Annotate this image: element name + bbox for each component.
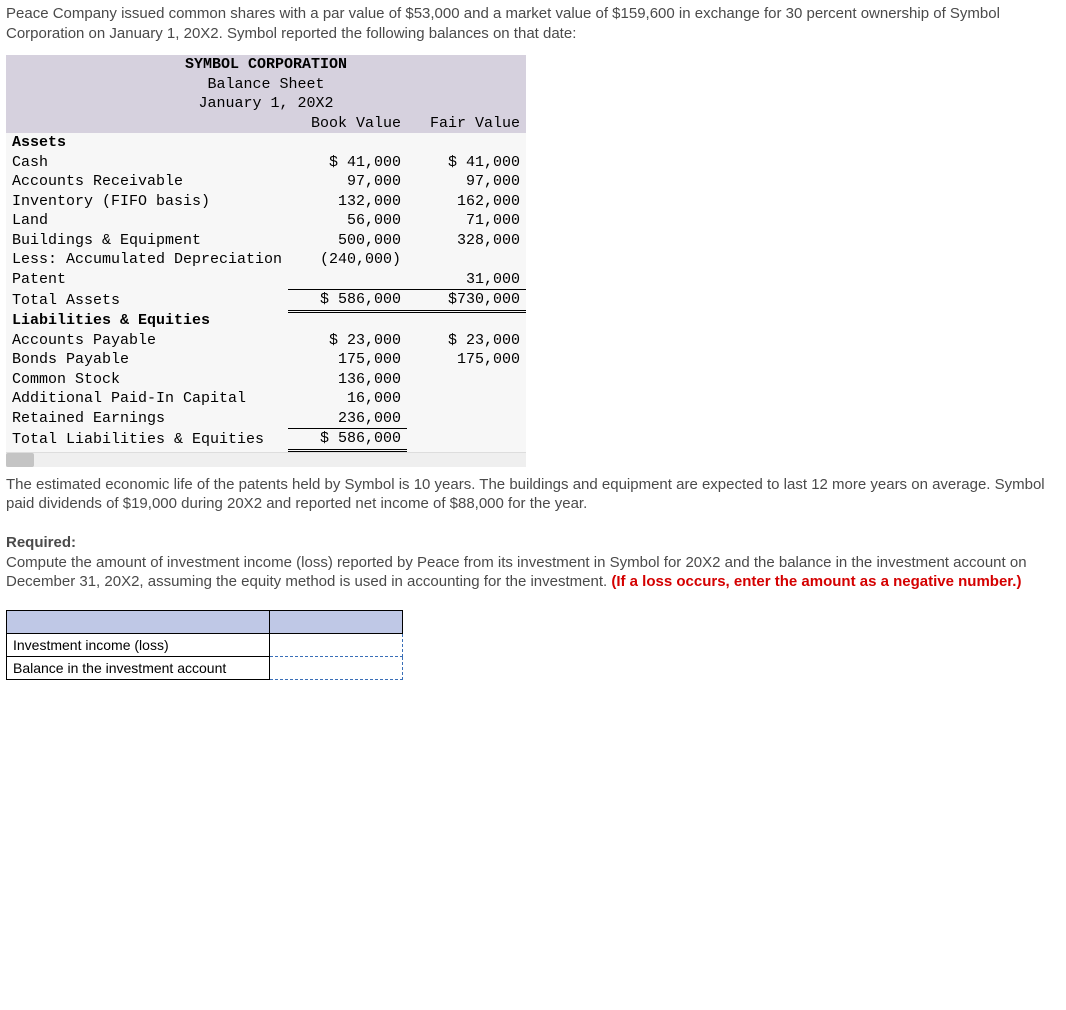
row-book: $ 41,000 <box>288 153 407 173</box>
apic-label: Additional Paid-In Capital <box>6 389 288 409</box>
required-red-note: (If a loss occurs, enter the amount as a… <box>611 573 1021 590</box>
required-section: Required: Compute the amount of investme… <box>6 533 1056 592</box>
row-book: $ 23,000 <box>288 331 407 351</box>
total-assets-fair: $730,000 <box>407 290 526 312</box>
total-le-label: Total Liabilities & Equities <box>6 429 288 451</box>
row-fair: $ 23,000 <box>407 331 526 351</box>
bs-title-1: SYMBOL CORPORATION <box>6 55 526 75</box>
col-header-book: Book Value <box>288 114 407 134</box>
answer-row-1-label: Investment income (loss) <box>7 633 270 656</box>
total-assets-book: $ 586,000 <box>288 290 407 312</box>
balance-sheet-table: SYMBOL CORPORATION Balance Sheet January… <box>6 55 526 452</box>
row-fair: 328,000 <box>407 231 526 251</box>
row-label: Common Stock <box>6 370 288 390</box>
patent-label: Patent <box>6 270 288 290</box>
row-book: 175,000 <box>288 350 407 370</box>
row-book: 56,000 <box>288 211 407 231</box>
row-label: Cash <box>6 153 288 173</box>
horizontal-scrollbar[interactable] <box>6 452 526 467</box>
intro-paragraph: Peace Company issued common shares with … <box>6 4 1056 43</box>
investment-income-input[interactable] <box>270 633 403 656</box>
bs-title-2: Balance Sheet <box>6 75 526 95</box>
accdep-label: Less: Accumulated Depreciation <box>6 250 288 270</box>
row-fair: 175,000 <box>407 350 526 370</box>
total-le-book: $ 586,000 <box>288 429 407 451</box>
patent-fair: 31,000 <box>407 270 526 290</box>
row-label: Buildings & Equipment <box>6 231 288 251</box>
scrollbar-thumb[interactable] <box>6 453 34 467</box>
row-label: Bonds Payable <box>6 350 288 370</box>
row-book: 500,000 <box>288 231 407 251</box>
row-label: Inventory (FIFO basis) <box>6 192 288 212</box>
bs-title-3: January 1, 20X2 <box>6 94 526 114</box>
re-book: 236,000 <box>288 409 407 429</box>
row-fair: 97,000 <box>407 172 526 192</box>
accdep-book: (240,000) <box>288 250 407 270</box>
answer-table: Investment income (loss) Balance in the … <box>6 610 403 680</box>
mid-paragraph: The estimated economic life of the paten… <box>6 475 1056 514</box>
row-book: 132,000 <box>288 192 407 212</box>
row-label: Accounts Receivable <box>6 172 288 192</box>
row-fair: 162,000 <box>407 192 526 212</box>
row-label: Accounts Payable <box>6 331 288 351</box>
row-label: Land <box>6 211 288 231</box>
apic-book: 16,000 <box>288 389 407 409</box>
answer-row-2-label: Balance in the investment account <box>7 656 270 679</box>
row-book: 136,000 <box>288 370 407 390</box>
total-assets-label: Total Assets <box>6 290 288 312</box>
balance-investment-input[interactable] <box>270 656 403 679</box>
balance-sheet-container: SYMBOL CORPORATION Balance Sheet January… <box>6 55 526 467</box>
col-header-fair: Fair Value <box>407 114 526 134</box>
assets-header: Assets <box>6 133 288 153</box>
required-header: Required: <box>6 534 76 551</box>
liab-header: Liabilities & Equities <box>6 311 288 331</box>
row-book: 97,000 <box>288 172 407 192</box>
re-label: Retained Earnings <box>6 409 288 429</box>
row-fair: $ 41,000 <box>407 153 526 173</box>
row-fair: 71,000 <box>407 211 526 231</box>
